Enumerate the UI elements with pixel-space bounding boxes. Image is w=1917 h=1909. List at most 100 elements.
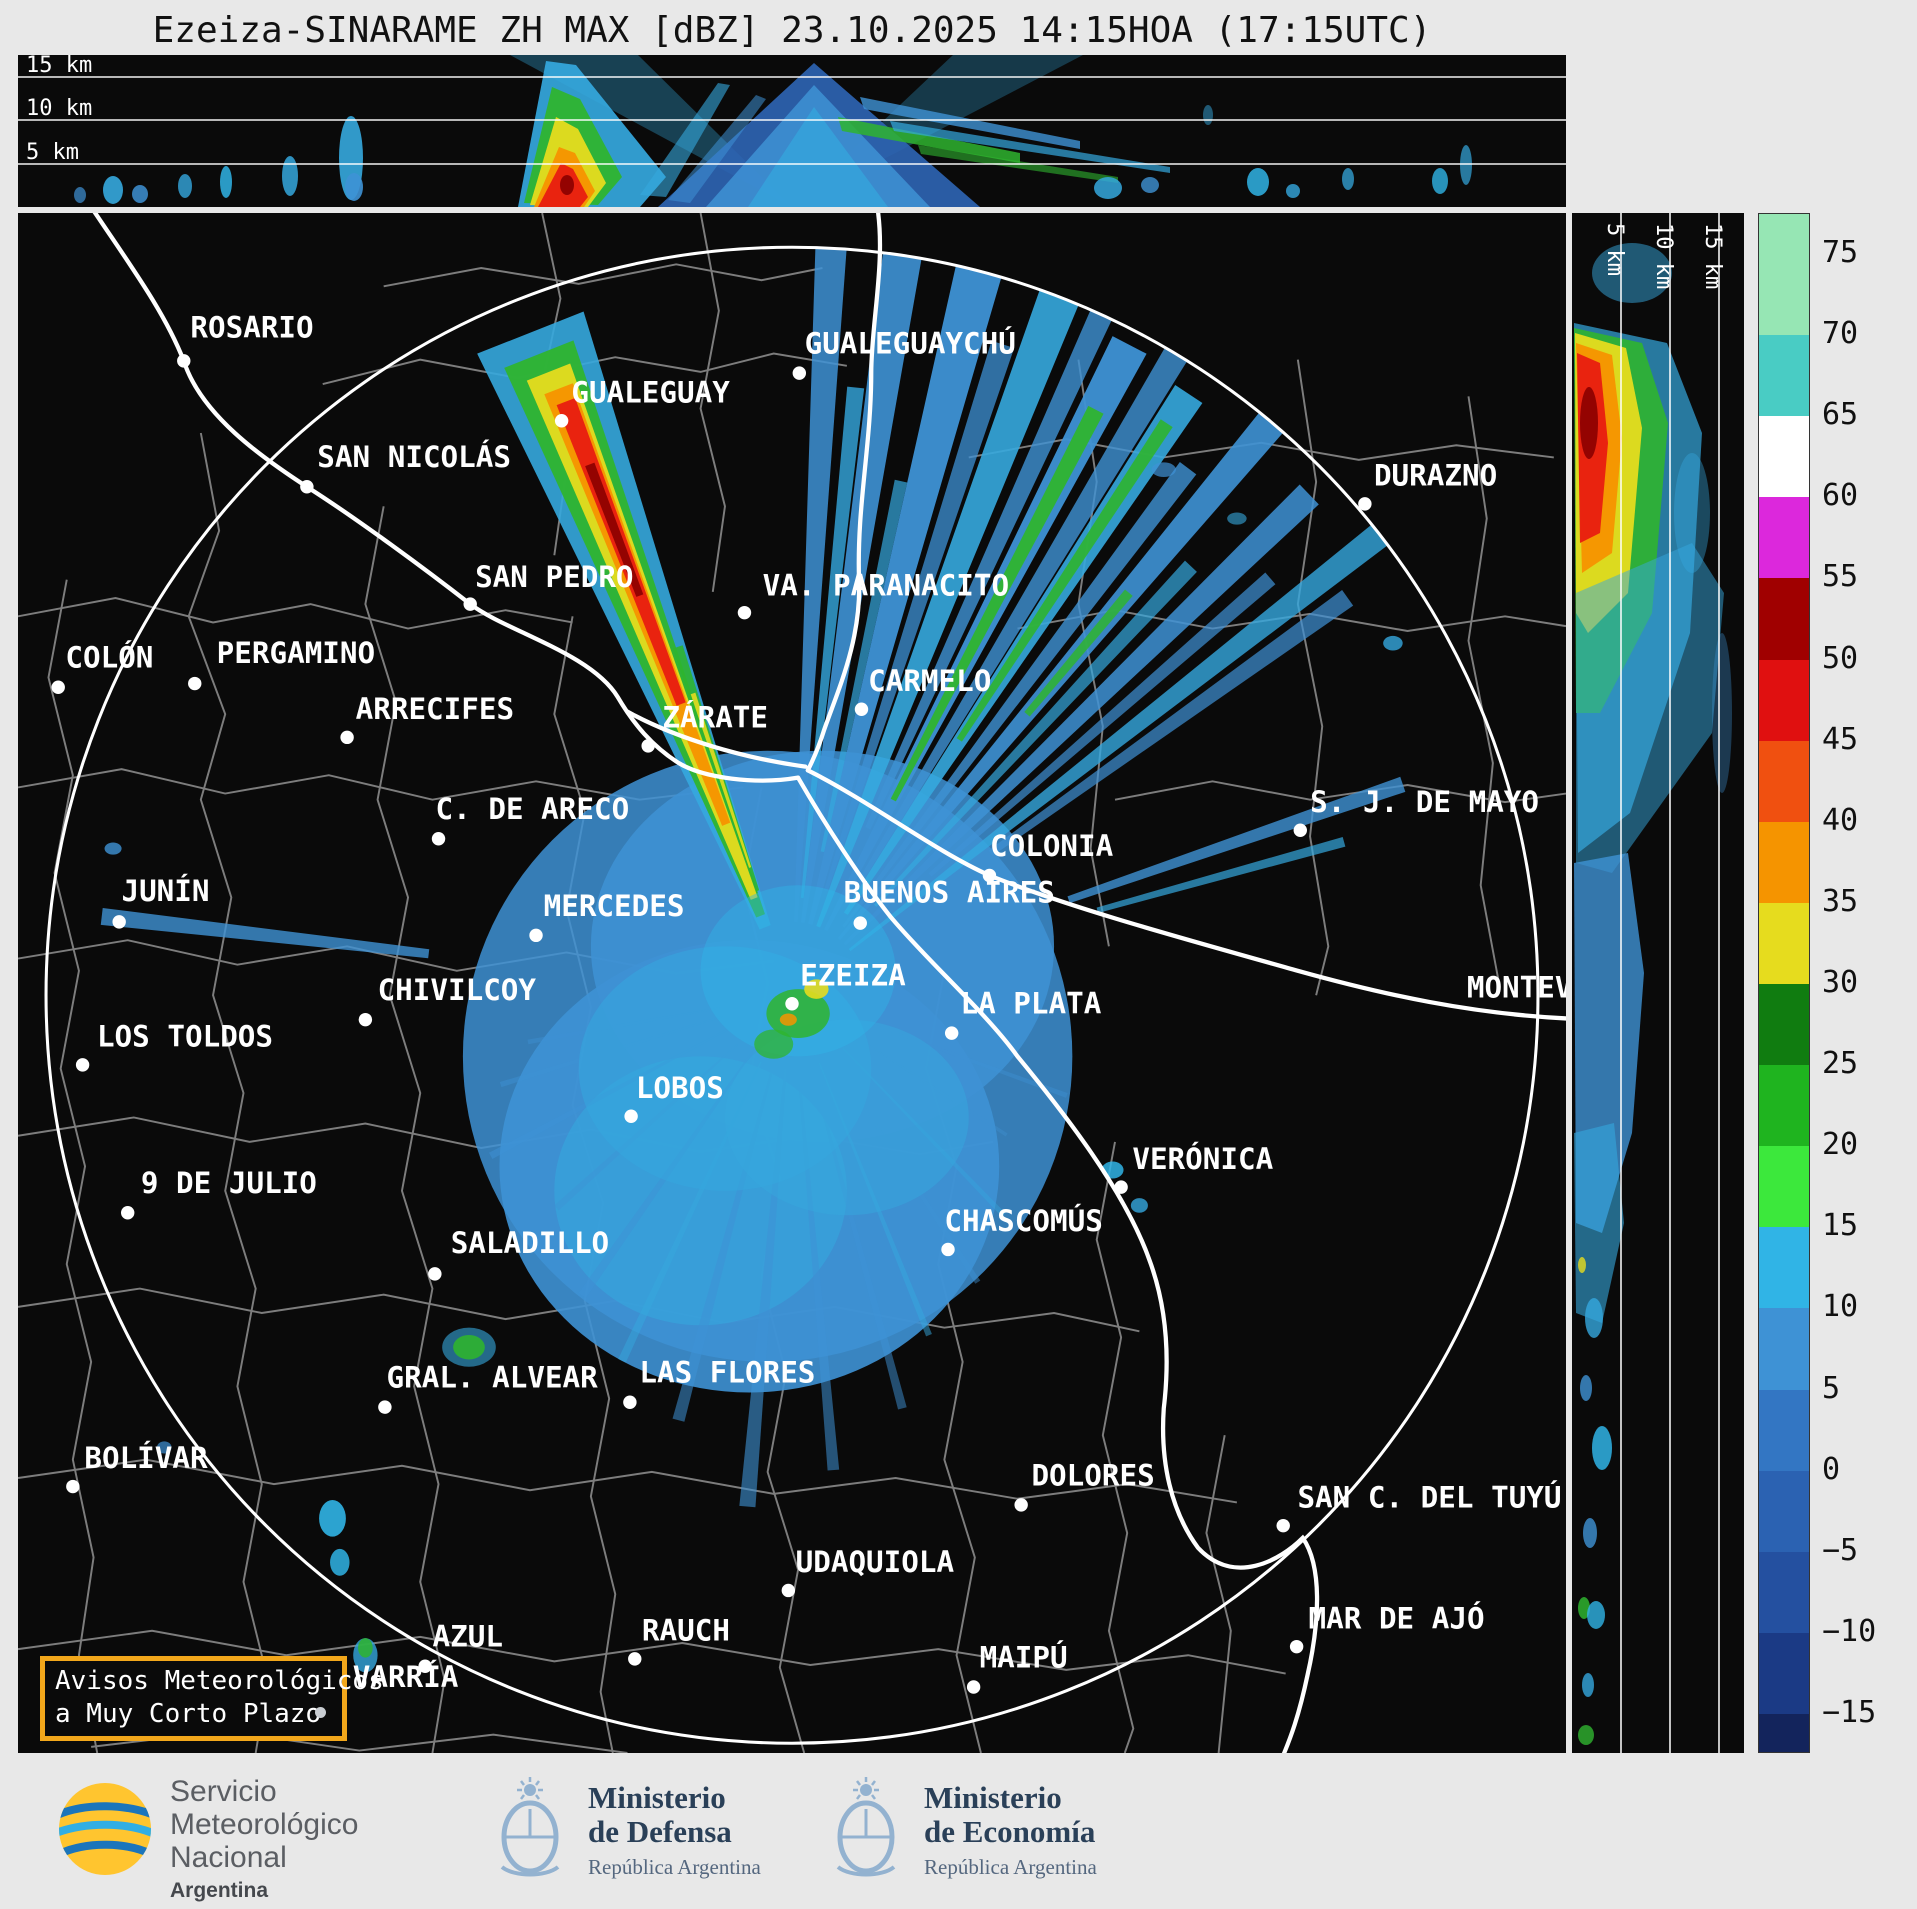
colorbar-tick: 45 <box>1822 721 1859 757</box>
smn-text-line: Servicio <box>170 1775 277 1808</box>
height-label: 5 km <box>1602 223 1627 276</box>
colorbar-band <box>1759 659 1809 742</box>
city-dot <box>853 916 867 930</box>
radar-range-ring <box>44 245 1540 1745</box>
colorbar-tick-labels: 75 70 65 60 55 50 45 40 35 30 25 20 15 10 5 0 −5 −10 −15 <box>1822 213 1916 1753</box>
city-dot <box>1114 1180 1128 1194</box>
top-echo-shapes <box>74 55 1472 207</box>
height-labels: 5 km 10 km 15 km <box>1602 223 1725 289</box>
city-label: COLONIA <box>990 829 1114 863</box>
height-label: 10 km <box>26 96 92 121</box>
city-label: MONTEV <box>1467 971 1566 1005</box>
city-dot <box>340 730 354 745</box>
colorbar-tick: 10 <box>1822 1289 1859 1325</box>
city-label: ZÁRATE <box>662 700 768 735</box>
city-dot <box>188 676 202 691</box>
city-dot <box>300 480 314 494</box>
ministerio-economia-wordmark: Ministerio de Economía República Argenti… <box>924 1781 1097 1880</box>
city-dot <box>1276 1518 1290 1533</box>
city-label: ROSARIO <box>190 311 313 345</box>
colorbar-band <box>1759 740 1809 823</box>
city-label: DOLORES <box>1031 1458 1154 1492</box>
city-label: LOS TOLDOS <box>97 1020 273 1054</box>
city-label: VERÓNICA <box>1132 1140 1273 1176</box>
smn-country-label: Argentina <box>170 1879 269 1902</box>
ministry-name-line: de Economía <box>924 1814 1096 1849</box>
city-label: JUNÍN <box>121 873 209 908</box>
height-gridlines <box>1620 213 1720 1753</box>
city-dot <box>177 354 191 368</box>
city-label: AZUL <box>433 1620 503 1654</box>
city-label: GUALEGUAYCHÚ <box>805 325 1016 361</box>
city-label: SAN PEDRO <box>475 560 633 594</box>
city-dot <box>785 997 799 1011</box>
colorbar-band <box>1759 1714 1809 1752</box>
city-dot <box>628 1652 642 1666</box>
city-label: CHASCOMÚS <box>944 1202 1102 1238</box>
colorbar-band <box>1759 1065 1809 1147</box>
city-dot <box>854 702 869 716</box>
city-label: ARRECIFES <box>356 692 514 726</box>
colorbar-band <box>1759 1470 1809 1553</box>
colorbar-tick: 35 <box>1822 883 1859 919</box>
colorbar-tick: 25 <box>1822 1046 1859 1082</box>
ministry-subtitle: República Argentina <box>588 1855 761 1879</box>
city-label: GRAL. ALVEAR <box>387 1361 599 1395</box>
colorbar-band <box>1759 1551 1809 1634</box>
radar-map-panel: ROSARIO GUALEGUAYCHÚ GUALEGUAY SAN NICOLÁS D… <box>17 204 1573 1758</box>
city-label: MAR DE AJÓ <box>1309 1599 1485 1635</box>
height-label: 15 km <box>26 55 92 78</box>
colorbar-band <box>1759 1632 1809 1715</box>
colorbar-band <box>1759 416 1809 499</box>
height-label: 10 km <box>1651 223 1676 289</box>
colorbar-tick: 0 <box>1822 1451 1841 1487</box>
city-label: SAN NICOLÁS <box>317 439 511 474</box>
city-label: COLÓN <box>65 639 153 675</box>
colorbar-tick: −5 <box>1822 1532 1859 1568</box>
ministry-subtitle: República Argentina <box>924 1855 1097 1879</box>
coat-of-arms-defensa-icon <box>488 1775 572 1887</box>
city-dot <box>944 1026 959 1040</box>
footer: Servicio Meteorológico Nacional Argentin… <box>0 1753 1917 1909</box>
city-label: CARMELO <box>868 664 991 698</box>
smn-wordmark: Servicio Meteorológico Nacional Argentin… <box>170 1775 358 1903</box>
city-label: S. J. DE MAYO <box>1310 785 1539 819</box>
city-label: UDAQUIOLA <box>796 1545 955 1579</box>
city-label: 9 DE JULIO <box>141 1166 317 1200</box>
city-label: C. DE ARECO <box>436 792 630 826</box>
city-dot <box>623 1395 637 1409</box>
colorbar-tick: 5 <box>1822 1370 1841 1406</box>
colorbar-band <box>1759 578 1809 661</box>
colorbar-tick: 20 <box>1822 1127 1859 1163</box>
city-dot <box>554 414 569 428</box>
colorbar-tick: 55 <box>1822 559 1859 595</box>
city-label: EZEIZA <box>800 958 906 992</box>
colorbar-band <box>1759 214 1809 255</box>
city-label: LOBOS <box>636 1071 724 1105</box>
ministry-name-line: Ministerio <box>588 1780 726 1815</box>
radar-map: ROSARIO GUALEGUAYCHÚ GUALEGUAY SAN NICOLÁS D… <box>17 204 1573 1758</box>
city-label: GUALEGUAY <box>571 375 730 409</box>
city-label: VA. PARANACITO <box>763 569 1009 603</box>
city-label: DURAZNO <box>1374 459 1497 493</box>
colorbar-tick: 40 <box>1822 802 1859 838</box>
city-dot <box>641 739 655 753</box>
city-label: VARRÍA <box>353 1659 459 1694</box>
colorbar-tick: 65 <box>1822 397 1859 433</box>
colorbar-band <box>1759 1227 1809 1310</box>
city-label: SALADILLO <box>451 1226 609 1260</box>
city-label: BUENOS AIRES <box>844 875 1055 909</box>
city-dot <box>624 1109 638 1123</box>
city-dot <box>431 832 446 846</box>
city-label: MERCEDES <box>544 889 685 923</box>
city-dot <box>982 868 997 883</box>
colorbar-tick: 75 <box>1822 235 1859 270</box>
city-dot <box>428 1267 442 1281</box>
city-dot <box>1289 1639 1304 1654</box>
height-labels: 15 km 10 km 5 km <box>26 53 92 165</box>
city-label: CHIVILCOY <box>378 973 537 1007</box>
colorbar-band <box>1759 1146 1809 1229</box>
city-dot <box>120 1206 135 1220</box>
warning-box[interactable]: Avisos Meteorológicos a Muy Corto Plazo <box>40 1656 384 1741</box>
city-dot <box>418 1659 432 1673</box>
